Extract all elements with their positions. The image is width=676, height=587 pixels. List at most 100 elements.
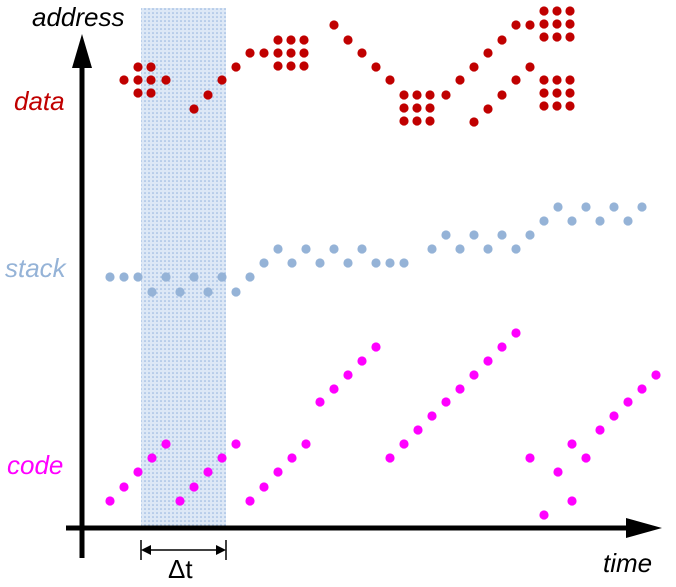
data-access-dot xyxy=(273,61,283,71)
stack-access-dot xyxy=(259,258,269,268)
data-access-dot xyxy=(565,88,575,98)
stack-access-dot xyxy=(371,258,381,268)
data-access-dot xyxy=(483,104,493,114)
stack-access-dot xyxy=(301,244,311,254)
data-access-dot xyxy=(565,19,575,29)
stack-access-dot xyxy=(511,244,521,254)
code-access-dot xyxy=(413,425,423,435)
data-access-dot xyxy=(357,48,367,58)
data-access-dot xyxy=(441,90,451,100)
stack-access-dot xyxy=(581,202,591,212)
data-region-label: data xyxy=(14,86,65,116)
stack-access-dot xyxy=(553,202,563,212)
stack-access-dot xyxy=(455,244,465,254)
data-access-dot xyxy=(539,19,549,29)
data-access-dot xyxy=(133,88,143,98)
data-access-dot xyxy=(539,32,549,42)
data-access-dot xyxy=(511,75,521,85)
data-access-dot xyxy=(133,75,143,85)
data-access-dot xyxy=(525,62,535,72)
data-access-dot xyxy=(343,35,353,45)
code-access-dot xyxy=(147,453,157,463)
stack-access-dot xyxy=(427,244,437,254)
code-access-dot xyxy=(343,370,353,380)
stack-access-dot xyxy=(231,287,241,297)
data-access-dot xyxy=(286,61,296,71)
data-access-dot xyxy=(425,116,435,126)
stack-access-dot xyxy=(147,287,157,297)
data-access-dot xyxy=(455,75,465,85)
data-access-dot xyxy=(425,103,435,113)
stack-access-dot xyxy=(203,287,213,297)
code-access-dot xyxy=(385,453,395,463)
stack-access-dot xyxy=(175,287,185,297)
data-access-dot xyxy=(425,90,435,100)
code-access-dot xyxy=(455,384,465,394)
data-access-dot xyxy=(299,61,309,71)
code-access-dot xyxy=(651,370,661,380)
data-access-dot xyxy=(412,103,422,113)
data-access-dot xyxy=(497,90,507,100)
data-access-dot xyxy=(565,75,575,85)
data-access-dot xyxy=(511,20,521,30)
data-access-dot xyxy=(231,62,241,72)
memory-access-points xyxy=(105,6,661,520)
code-access-dot xyxy=(441,397,451,407)
stack-access-dot xyxy=(539,216,549,226)
code-access-dot xyxy=(175,496,185,506)
data-access-dot xyxy=(286,48,296,58)
stack-access-dot xyxy=(357,244,367,254)
data-access-dot xyxy=(539,6,549,16)
stack-access-dot xyxy=(189,272,199,282)
stack-access-dot xyxy=(343,258,353,268)
stack-access-dot xyxy=(623,216,633,226)
code-access-dot xyxy=(637,384,647,394)
data-access-dot xyxy=(539,88,549,98)
code-access-dot xyxy=(623,397,633,407)
code-access-dot xyxy=(259,482,269,492)
code-access-dot xyxy=(217,453,227,463)
stack-access-dot xyxy=(329,244,339,254)
data-access-dot xyxy=(146,75,156,85)
data-access-dot xyxy=(497,35,507,45)
data-access-dot xyxy=(371,62,381,72)
data-access-dot xyxy=(245,48,255,58)
y-axis-label: address xyxy=(32,2,125,32)
x-axis-arrowhead xyxy=(626,518,662,538)
data-access-dot xyxy=(552,101,562,111)
stack-access-dot xyxy=(385,258,395,268)
time-window-texture xyxy=(141,8,226,528)
data-access-dot xyxy=(146,88,156,98)
code-access-dot xyxy=(497,342,507,352)
data-access-dot xyxy=(133,62,143,72)
stack-access-dot xyxy=(287,258,297,268)
window-bracket-arrow-right xyxy=(216,545,226,555)
stack-access-dot xyxy=(119,272,129,282)
stack-access-dot xyxy=(245,272,255,282)
code-access-dot xyxy=(301,439,311,449)
window-bracket-arrow-left xyxy=(141,545,151,555)
stack-access-dot xyxy=(497,230,507,240)
code-access-dot xyxy=(315,397,325,407)
code-access-dot xyxy=(245,496,255,506)
data-access-dot xyxy=(203,90,213,100)
stack-access-dot xyxy=(469,230,479,240)
code-access-dot xyxy=(525,453,535,463)
stack-access-dot xyxy=(609,202,619,212)
data-access-dot xyxy=(299,35,309,45)
code-access-dot xyxy=(273,467,283,477)
data-access-dot xyxy=(273,48,283,58)
data-access-dot xyxy=(273,35,283,45)
x-axis-label: time xyxy=(603,548,652,578)
code-region-label: code xyxy=(7,450,63,480)
data-access-dot xyxy=(539,101,549,111)
stack-access-dot xyxy=(595,216,605,226)
code-access-dot xyxy=(483,356,493,366)
code-access-dot xyxy=(105,496,115,506)
data-access-dot xyxy=(286,35,296,45)
data-access-dot xyxy=(385,75,395,85)
code-access-dot xyxy=(581,453,591,463)
data-access-dot xyxy=(399,116,409,126)
code-access-dot xyxy=(329,384,339,394)
